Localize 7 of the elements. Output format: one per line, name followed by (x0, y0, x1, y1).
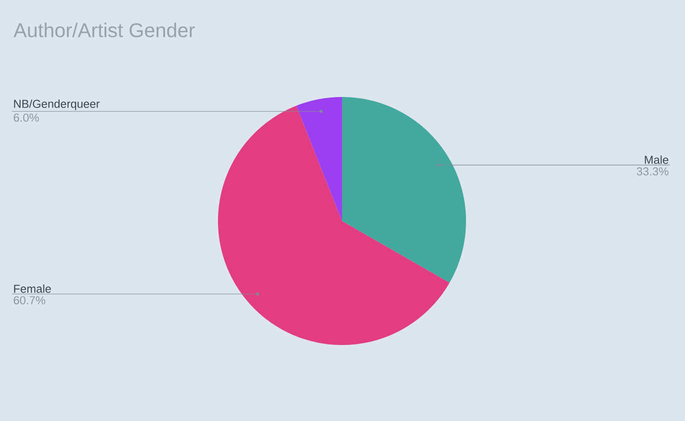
data-label: 33.3% (636, 167, 668, 176)
slice-label: NB/Genderqueer (14, 100, 100, 110)
data-label: 6.0% (14, 114, 39, 122)
chart-title: Author/Artist Gender (14, 22, 195, 38)
slice-label: Male (644, 155, 668, 164)
data-label: 60.7% (14, 296, 46, 304)
slice-label: Female (14, 284, 51, 293)
